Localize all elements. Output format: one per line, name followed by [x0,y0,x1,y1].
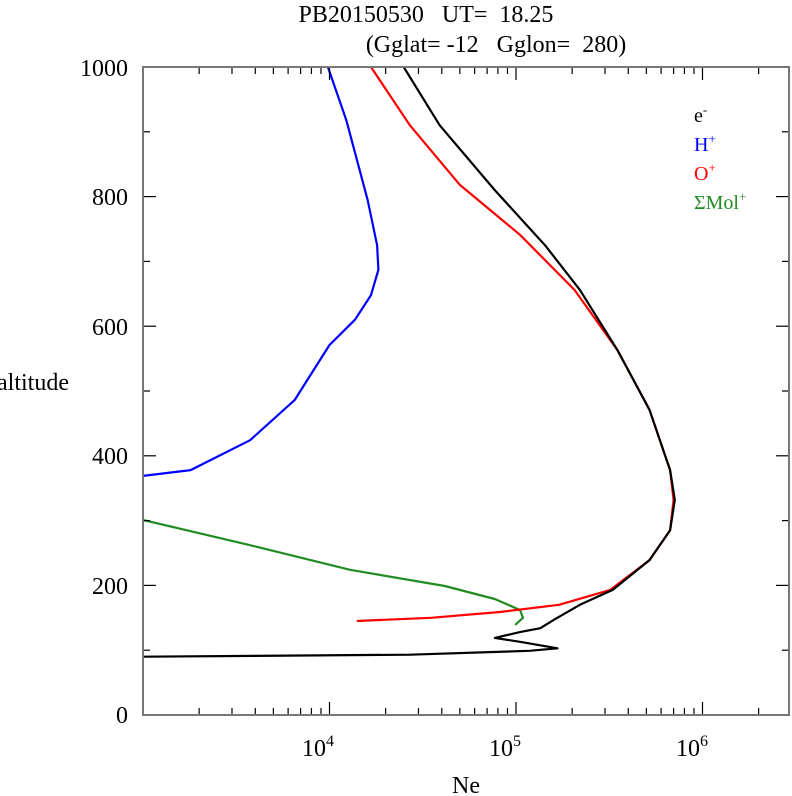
x-tick-labels: 104 105 106 [302,733,708,762]
y-tick-label: 200 [92,574,128,600]
y-axis-label: altitude [0,370,69,396]
chart-title-line2: (Gglat= -12 Gglon= 280) [366,32,626,58]
series-line-oxygen-ion [356,67,675,623]
series-line-hydrogen-ion [143,67,380,477]
y-tick-label: 0 [116,703,128,729]
x-tick-base: 10 [489,736,513,762]
x-tick-exponent: 6 [700,733,708,750]
legend: e- H+ O+ ΣMol+ [694,102,746,214]
legend-label: O [694,163,708,185]
x-tick-label: 105 [489,733,521,762]
x-axis-label: Ne [452,773,480,796]
series-line-molecular-ions [143,518,525,626]
legend-item-oxygen-ion: O+ [694,160,716,185]
plot-frame [142,66,790,716]
series-layer [143,67,676,658]
x-tick-label: 104 [302,733,334,762]
legend-item-molecular-ions: ΣMol+ [694,189,746,214]
legend-label: e [694,105,703,127]
ticks-layer [143,67,789,715]
x-tick-base: 10 [302,736,326,762]
legend-label: ΣMol [694,192,739,214]
legend-label: H [694,134,708,156]
y-tick-label: 600 [92,315,128,341]
y-tick-label: 400 [92,444,128,470]
chart-title-line1: PB20150530 UT= 18.25 [299,2,554,28]
legend-item-hydrogen-ion: H+ [694,131,716,156]
x-tick-label: 106 [676,733,708,762]
x-tick-exponent: 4 [326,733,334,750]
series-line-electron [143,67,676,658]
legend-item-electron: e- [694,102,707,127]
y-tick-labels: 0 200 400 600 800 1000 [80,56,128,729]
y-tick-label: 800 [92,185,128,211]
legend-superscript: - [703,102,707,117]
legend-superscript: + [708,131,715,146]
x-tick-exponent: 5 [513,733,521,750]
x-tick-base: 10 [676,736,700,762]
y-tick-label: 1000 [80,56,128,82]
legend-superscript: + [708,160,715,175]
legend-superscript: + [739,189,746,204]
